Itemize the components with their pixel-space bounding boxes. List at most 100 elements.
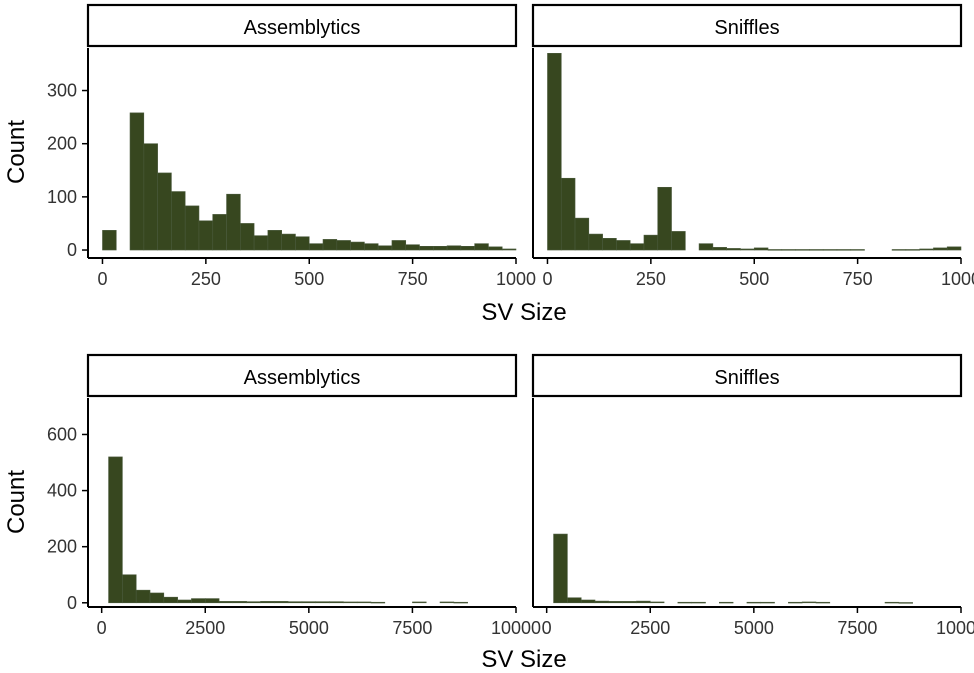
plot-area-bottom-left: 0 2500 5000 7500 10000 0 200 400 600 [47, 398, 541, 638]
bar-top-left-17 [336, 240, 351, 251]
bar-top-left-12 [267, 230, 282, 251]
bar-top-right-29 [946, 246, 962, 251]
bar-top-right-20 [822, 249, 838, 251]
bar-bottom-right-19 [815, 601, 831, 604]
bar-bottom-left-24 [439, 601, 455, 604]
plot-area-bottom-right: 0 2500 5000 7500 10000 [532, 398, 974, 638]
bar-bottom-right-25 [898, 602, 913, 604]
bar-bottom-left-1 [122, 574, 137, 604]
strip-label-bottom-right: Sniffles [714, 367, 779, 389]
x-tick-label-bottom-right-2: 5000 [734, 618, 774, 638]
bar-top-right-16 [767, 249, 783, 251]
bar-bottom-left-14 [301, 601, 317, 604]
x-tick-label-top-right-2: 500 [739, 269, 769, 289]
y-tick-label-top-left-3: 300 [47, 81, 77, 101]
bar-bottom-left-25 [453, 601, 468, 604]
bar-top-left-4 [157, 172, 172, 251]
bar-bottom-right-17 [788, 601, 803, 604]
bar-top-right-0 [547, 53, 562, 251]
bar-top-left-24 [433, 246, 448, 251]
bar-bottom-right-15 [760, 601, 775, 604]
bar-bottom-right-24 [884, 601, 900, 604]
y-tick-label-bottom-left-3: 600 [47, 424, 77, 444]
panel-top-left: Assemblytics 0 250 500 750 1000 0 100 200 300 SV… [3, 3, 567, 326]
y-tick-label-top-left-0: 0 [67, 240, 77, 260]
bar-bottom-left-18 [356, 601, 372, 604]
bar-bottom-left-2 [135, 589, 151, 604]
bar-top-left-6 [184, 205, 200, 251]
panel-top-right: Sniffles 0 250 500 750 1000 [531, 3, 974, 289]
y-tick-label-bottom-left-2: 400 [47, 481, 77, 501]
bar-top-left-9 [226, 193, 241, 251]
x-tick-label-top-left-1: 250 [191, 269, 221, 289]
bar-bottom-left-10 [246, 601, 261, 604]
bar-bottom-right-12 [718, 601, 734, 604]
bar-top-left-2 [129, 112, 145, 251]
bar-bottom-left-22 [412, 601, 427, 604]
bar-top-left-26 [460, 246, 475, 251]
x-tick-label-top-right-1: 250 [636, 269, 666, 289]
bar-bottom-left-7 [204, 598, 220, 604]
bar-bottom-right-14 [746, 601, 762, 604]
bar-bottom-right-1 [567, 597, 582, 604]
panel-bottom-right: Sniffles 0 2500 5000 7500 10000 [531, 353, 974, 638]
y-tick-label-bottom-left-1: 200 [47, 537, 77, 557]
strip-label-top-right: Sniffles [714, 17, 779, 39]
bar-top-right-15 [753, 247, 769, 251]
bar-top-right-13 [726, 248, 741, 251]
bar-bottom-right-18 [801, 601, 817, 604]
bar-top-right-26 [905, 249, 920, 251]
bar-top-right-6 [629, 243, 645, 251]
x-tick-label-bottom-right-0: 0 [542, 618, 552, 638]
bar-bottom-left-8 [218, 601, 234, 604]
bar-top-left-19 [364, 243, 379, 251]
bar-bottom-left-6 [191, 598, 206, 604]
bar-top-right-22 [850, 249, 865, 251]
bar-bottom-left-13 [287, 601, 303, 604]
bar-top-right-1 [560, 177, 576, 251]
bar-top-left-21 [391, 240, 407, 251]
bar-top-left-11 [253, 235, 269, 251]
x-tick-label-bottom-right-4: 10000 [936, 618, 974, 638]
x-tick-label-bottom-right-3: 7500 [837, 618, 877, 638]
bar-top-right-2 [574, 217, 590, 251]
bar-top-right-28 [933, 247, 948, 251]
bar-bottom-right-6 [636, 600, 651, 604]
bar-top-right-17 [781, 249, 796, 251]
x-tick-label-top-right-3: 750 [843, 269, 873, 289]
bar-bottom-right-3 [594, 600, 610, 604]
bar-bottom-left-16 [329, 601, 344, 604]
bar-top-left-0 [102, 230, 117, 251]
bar-top-right-11 [698, 243, 714, 251]
y-axis-title-bottom-left: Count [3, 470, 30, 534]
x-tick-label-bottom-left-3: 7500 [392, 618, 432, 638]
bar-top-left-14 [295, 236, 310, 251]
strip-box-top-left [86, 3, 518, 48]
bar-bottom-right-2 [580, 599, 596, 604]
strip-box-bottom-right [531, 353, 963, 398]
y-tick-label-top-left-1: 100 [47, 187, 77, 207]
x-tick-label-top-left-2: 500 [294, 269, 324, 289]
bar-top-right-7 [643, 234, 659, 251]
x-tick-label-bottom-right-1: 2500 [630, 618, 670, 638]
plot-area-top-left: 0 250 500 750 1000 0 100 200 300 [47, 48, 536, 289]
bar-top-right-25 [891, 249, 907, 251]
bar-top-left-18 [350, 241, 365, 251]
bar-top-left-25 [446, 245, 462, 251]
bar-top-left-20 [377, 245, 393, 251]
bar-top-left-16 [322, 239, 338, 251]
bar-bottom-left-17 [343, 601, 358, 604]
y-tick-label-bottom-left-0: 0 [67, 593, 77, 613]
bar-bottom-left-5 [177, 599, 192, 604]
bar-top-left-3 [143, 143, 158, 251]
strip-label-top-left: Assemblytics [244, 17, 361, 39]
bar-bottom-left-12 [273, 601, 289, 604]
y-axis-title-top-left: Count [3, 120, 30, 184]
bar-top-left-8 [212, 214, 227, 251]
bar-bottom-left-19 [370, 601, 386, 604]
bar-top-right-18 [795, 249, 810, 251]
bar-top-right-4 [602, 238, 617, 251]
bar-bottom-right-7 [649, 601, 665, 604]
bar-top-left-27 [474, 243, 489, 251]
